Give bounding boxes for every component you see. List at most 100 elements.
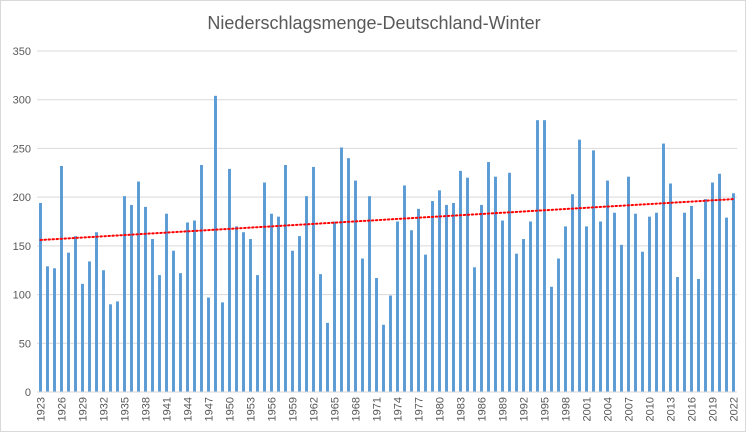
- bar-1988: [494, 176, 497, 392]
- bar-1983: [459, 170, 462, 392]
- bar-1945: [193, 220, 196, 392]
- bar-1940: [158, 275, 161, 392]
- bar-1941: [165, 213, 168, 392]
- x-tick-label: 1950: [225, 397, 237, 421]
- x-axis-ticks: 1923 1926 1929 1932 1935 1938 1941 1944 1947 1950…: [36, 397, 741, 421]
- bar-1955: [263, 182, 266, 392]
- bar-1979: [431, 201, 434, 392]
- linear-trendline: [39, 198, 735, 242]
- x-tick-label: 2016: [687, 397, 699, 421]
- bar-1998: [564, 226, 567, 392]
- bar-2014: [676, 277, 679, 392]
- bar-1996: [550, 286, 553, 392]
- y-tick-label: 350: [13, 46, 31, 58]
- bar-2022: [732, 193, 735, 392]
- bar-1972: [382, 324, 385, 392]
- bar-1925: [53, 268, 56, 392]
- bar-2010: [648, 216, 651, 392]
- bar-1985: [473, 267, 476, 392]
- bar-2007: [627, 176, 630, 392]
- x-tick-label: 1965: [330, 397, 342, 421]
- bar-2011: [655, 212, 658, 392]
- bar-1929: [81, 283, 84, 392]
- bar-2001: [585, 226, 588, 392]
- bar-1965: [333, 221, 336, 392]
- bars: [39, 95, 735, 393]
- y-tick-label: 100: [13, 290, 31, 302]
- x-tick-label: 1941: [162, 397, 174, 421]
- bar-1943: [179, 273, 182, 392]
- y-axis-ticks: 0 50 100 150 200 250 300 350: [13, 46, 31, 399]
- bar-1935: [123, 196, 126, 392]
- bar-1937: [137, 181, 140, 392]
- bar-1961: [305, 196, 308, 392]
- bar-1973: [389, 295, 392, 392]
- bar-1981: [445, 204, 448, 392]
- bar-1928: [74, 236, 77, 392]
- x-tick-label: 1959: [288, 397, 300, 421]
- bar-1993: [529, 221, 532, 392]
- x-tick-label: 2013: [666, 397, 678, 421]
- x-tick-label: 1980: [435, 397, 447, 421]
- bar-1984: [466, 177, 469, 392]
- bar-1951: [235, 226, 238, 392]
- bar-1953: [249, 239, 252, 392]
- bar-2003: [599, 221, 602, 392]
- x-tick-label: 2010: [645, 397, 657, 421]
- bar-1967: [347, 158, 350, 392]
- bar-1969: [361, 258, 364, 392]
- bar-1995: [543, 120, 546, 393]
- x-tick-label: 1944: [183, 397, 195, 421]
- bar-1933: [109, 304, 112, 392]
- bar-2008: [634, 213, 637, 392]
- bar-1947: [207, 297, 210, 392]
- y-tick-label: 200: [13, 192, 31, 204]
- bar-1970: [368, 196, 371, 392]
- bar-1987: [487, 162, 490, 392]
- y-tick-label: 0: [25, 387, 31, 399]
- x-tick-label: 1962: [309, 397, 321, 421]
- bar-1938: [144, 206, 147, 392]
- bar-1989: [501, 220, 504, 392]
- x-tick-label: 1998: [561, 397, 573, 421]
- bar-1990: [508, 172, 511, 392]
- x-tick-label: 2004: [603, 397, 615, 421]
- bar-1939: [151, 239, 154, 392]
- bar-1957: [277, 216, 280, 392]
- bar-2016: [690, 205, 693, 392]
- bar-1991: [515, 253, 518, 392]
- bar-1954: [256, 275, 259, 392]
- bar-2020: [718, 173, 721, 392]
- y-tick-label: 300: [13, 95, 31, 107]
- bar-1952: [242, 232, 245, 392]
- x-tick-label: 2019: [708, 397, 720, 421]
- bar-2004: [606, 180, 609, 392]
- bar-1997: [557, 258, 560, 392]
- bar-1960: [298, 236, 301, 392]
- bar-1926: [60, 165, 63, 392]
- bar-1930: [88, 261, 91, 392]
- x-tick-label: 1935: [120, 397, 132, 421]
- bar-2009: [641, 251, 644, 392]
- bar-2012: [662, 143, 665, 392]
- bar-1992: [522, 239, 525, 392]
- bar-1958: [284, 164, 287, 392]
- bar-1927: [67, 252, 70, 392]
- bar-1932: [102, 270, 105, 392]
- x-tick-label: 2001: [582, 397, 594, 421]
- bar-1934: [116, 301, 119, 392]
- chart-title: Niederschlagsmenge-Deutschland-Winter: [207, 13, 540, 33]
- x-tick-label: 1938: [141, 397, 153, 421]
- x-tick-label: 1968: [351, 397, 363, 421]
- x-tick-label: 1932: [99, 397, 111, 421]
- bar-2000: [578, 139, 581, 392]
- bar-2005: [613, 212, 616, 392]
- bar-1971: [375, 278, 378, 392]
- bar-2015: [683, 212, 686, 392]
- bar-2021: [725, 217, 728, 392]
- bar-2019: [711, 182, 714, 392]
- bar-1944: [186, 222, 189, 392]
- y-tick-label: 250: [13, 143, 31, 155]
